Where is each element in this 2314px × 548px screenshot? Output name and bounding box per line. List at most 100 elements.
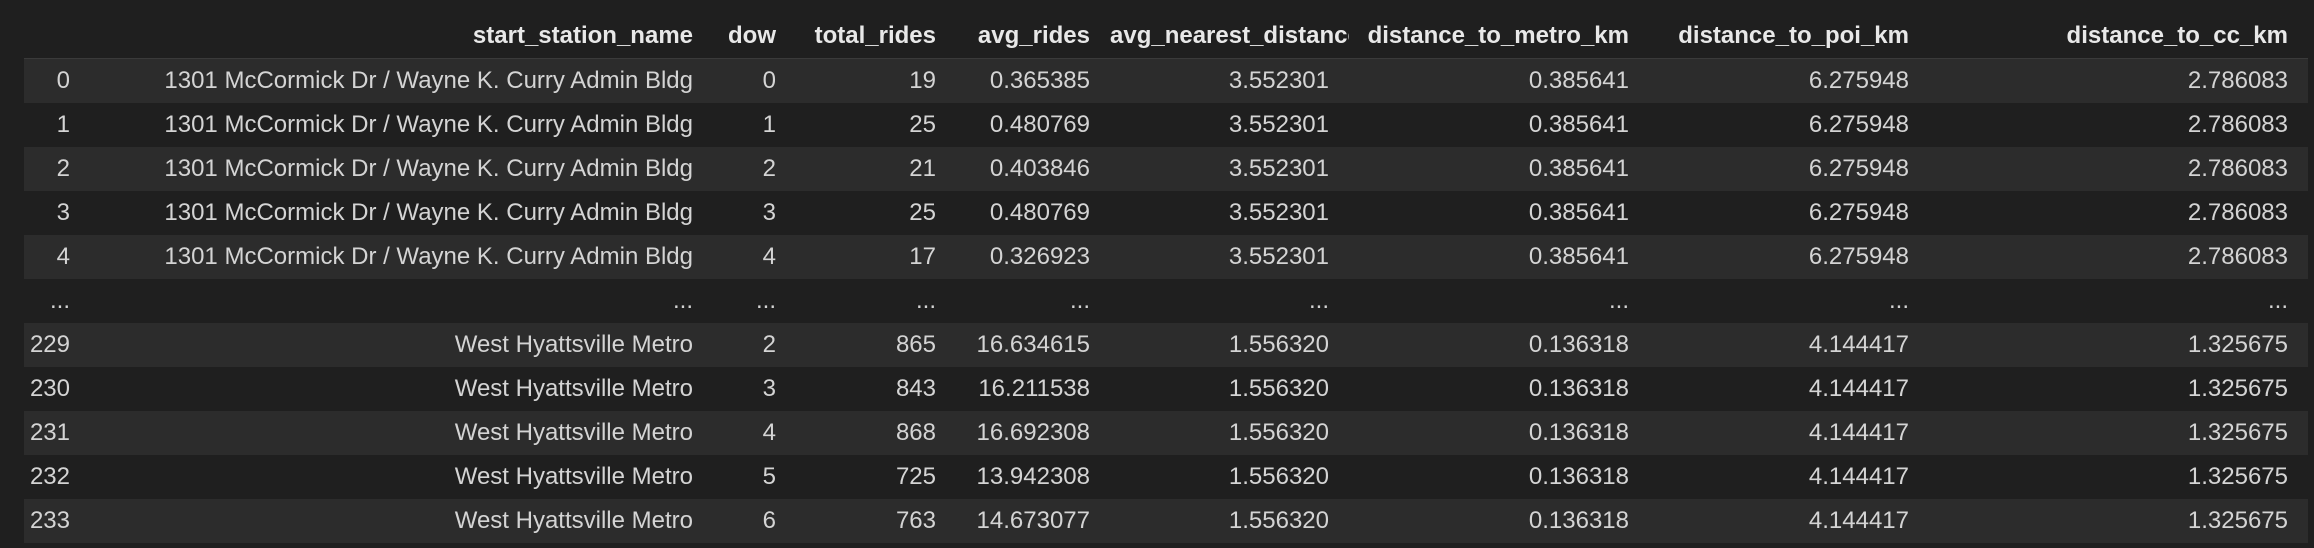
cell-start-station-name: 1301 McCormick Dr / Wayne K. Curry Admin… bbox=[164, 155, 693, 182]
cell-distance-to-poi-km: 6.275948 bbox=[1808, 243, 1909, 270]
table-row: 229 West Hyattsville Metro 2 865 16.6346… bbox=[24, 323, 2308, 367]
row-index: 4 bbox=[56, 243, 70, 270]
ellipsis-row: ... ... ... ... ... ... ... ... ... bbox=[24, 279, 2308, 323]
cell-dow: 6 bbox=[762, 507, 776, 534]
cell-total-rides: 19 bbox=[909, 67, 936, 94]
row-index: 3 bbox=[56, 199, 70, 226]
cell-distance-to-cc-km: 1.325675 bbox=[2187, 419, 2288, 446]
cell-avg-nearest-distance-km: 1.556320 bbox=[1228, 331, 1329, 358]
column-header-dow: dow bbox=[713, 13, 796, 59]
cell-avg-nearest-distance-km: 3.552301 bbox=[1228, 67, 1329, 94]
cell-distance-to-metro-km: 0.136318 bbox=[1528, 419, 1629, 446]
cell-distance-to-metro-km: 0.136318 bbox=[1528, 507, 1629, 534]
row-index: 1 bbox=[56, 111, 70, 138]
cell-distance-to-poi-km: 6.275948 bbox=[1808, 155, 1909, 182]
column-header-avg-nearest-distance-km: avg_nearest_distance_km bbox=[1110, 13, 1349, 59]
table-row: 230 West Hyattsville Metro 3 843 16.2115… bbox=[24, 367, 2308, 411]
cell-distance-to-cc-km: 2.786083 bbox=[2187, 199, 2288, 226]
cell-avg-rides: 13.942308 bbox=[976, 463, 1090, 490]
cell-dow: 2 bbox=[762, 155, 776, 182]
cell-distance-to-cc-km: 2.786083 bbox=[2187, 155, 2288, 182]
cell-total-rides: 17 bbox=[909, 243, 936, 270]
column-header-distance-to-metro-km: distance_to_metro_km bbox=[1349, 13, 1649, 59]
cell-dow: 3 bbox=[762, 199, 776, 226]
cell-distance-to-cc-km: 1.325675 bbox=[2187, 331, 2288, 358]
cell-distance-to-metro-km: 0.385641 bbox=[1528, 67, 1629, 94]
row-index: 233 bbox=[29, 507, 70, 534]
cell-avg-nearest-distance-km: 3.552301 bbox=[1228, 243, 1329, 270]
cell-distance-to-poi-km: 4.144417 bbox=[1808, 375, 1909, 402]
column-header-avg-rides: avg_rides bbox=[956, 13, 1110, 59]
cell-distance-to-cc-km: 2.786083 bbox=[2187, 111, 2288, 138]
column-header-distance-to-cc-km: distance_to_cc_km bbox=[1929, 13, 2308, 59]
cell-total-rides: 868 bbox=[895, 419, 936, 446]
cell-avg-nearest-distance-km: 3.552301 bbox=[1228, 199, 1329, 226]
cell-distance-to-poi-km: 6.275948 bbox=[1808, 67, 1909, 94]
cell-distance-to-metro-km: 0.136318 bbox=[1528, 331, 1629, 358]
table-row: 3 1301 McCormick Dr / Wayne K. Curry Adm… bbox=[24, 191, 2308, 235]
cell-avg-rides: 16.211538 bbox=[978, 375, 1090, 402]
cell-distance-to-metro-km: 0.385641 bbox=[1528, 155, 1629, 182]
cell-avg-nearest-distance-km: 3.552301 bbox=[1228, 155, 1329, 182]
dataframe-table: start_station_name dow total_rides avg_r… bbox=[24, 13, 2308, 543]
column-header-start-station-name: start_station_name bbox=[90, 13, 713, 59]
cell-distance-to-poi-km: 6.275948 bbox=[1808, 111, 1909, 138]
cell-avg-nearest-distance-km: 1.556320 bbox=[1228, 419, 1329, 446]
row-index: 230 bbox=[29, 375, 70, 402]
cell-dow: 4 bbox=[762, 243, 776, 270]
cell-avg-rides: 0.403846 bbox=[989, 155, 1090, 182]
cell-total-rides: 25 bbox=[909, 111, 936, 138]
cell-start-station-name: West Hyattsville Metro bbox=[454, 463, 693, 490]
row-index: 0 bbox=[56, 67, 70, 94]
row-index: ... bbox=[49, 287, 70, 314]
cell-avg-rides: 16.634615 bbox=[976, 331, 1090, 358]
cell-distance-to-cc-km: 1.325675 bbox=[2187, 507, 2288, 534]
cell-total-rides: 725 bbox=[895, 463, 936, 490]
table-row: 1 1301 McCormick Dr / Wayne K. Curry Adm… bbox=[24, 103, 2308, 147]
cell-distance-to-metro-km: 0.385641 bbox=[1528, 111, 1629, 138]
cell-avg-nearest-distance-km: 1.556320 bbox=[1228, 507, 1329, 534]
cell-distance-to-poi-km: 4.144417 bbox=[1808, 463, 1909, 490]
row-index: 2 bbox=[56, 155, 70, 182]
cell-distance-to-poi-km: 4.144417 bbox=[1808, 331, 1909, 358]
cell-start-station-name: West Hyattsville Metro bbox=[454, 331, 693, 358]
cell-distance-to-metro-km: 0.136318 bbox=[1528, 375, 1629, 402]
cell-total-rides: 763 bbox=[895, 507, 936, 534]
table-row: 0 1301 McCormick Dr / Wayne K. Curry Adm… bbox=[24, 58, 2308, 103]
cell-distance-to-cc-km: 2.786083 bbox=[2187, 243, 2288, 270]
table-row: 232 West Hyattsville Metro 5 725 13.9423… bbox=[24, 455, 2308, 499]
cell-total-rides: 843 bbox=[895, 375, 936, 402]
column-header-distance-to-poi-km: distance_to_poi_km bbox=[1649, 13, 1929, 59]
cell-ellipsis: ... bbox=[755, 287, 776, 314]
cell-dow: 1 bbox=[762, 111, 776, 138]
cell-start-station-name: 1301 McCormick Dr / Wayne K. Curry Admin… bbox=[164, 111, 693, 138]
cell-avg-nearest-distance-km: 1.556320 bbox=[1228, 375, 1329, 402]
cell-avg-rides: 0.326923 bbox=[989, 243, 1090, 270]
cell-distance-to-poi-km: 6.275948 bbox=[1808, 199, 1909, 226]
cell-total-rides: 865 bbox=[895, 331, 936, 358]
cell-dow: 3 bbox=[762, 375, 776, 402]
row-index: 231 bbox=[29, 419, 70, 446]
table-row: 2 1301 McCormick Dr / Wayne K. Curry Adm… bbox=[24, 147, 2308, 191]
cell-ellipsis: ... bbox=[1069, 287, 1090, 314]
row-index: 229 bbox=[29, 331, 70, 358]
cell-distance-to-cc-km: 1.325675 bbox=[2187, 463, 2288, 490]
cell-ellipsis: ... bbox=[1308, 287, 1329, 314]
table-row: 233 West Hyattsville Metro 6 763 14.6730… bbox=[24, 499, 2308, 543]
cell-distance-to-metro-km: 0.385641 bbox=[1528, 243, 1629, 270]
index-header bbox=[24, 13, 90, 59]
cell-distance-to-metro-km: 0.136318 bbox=[1528, 463, 1629, 490]
cell-avg-nearest-distance-km: 1.556320 bbox=[1228, 463, 1329, 490]
cell-avg-rides: 16.692308 bbox=[976, 419, 1090, 446]
header-row: start_station_name dow total_rides avg_r… bbox=[24, 13, 2308, 59]
cell-start-station-name: West Hyattsville Metro bbox=[454, 419, 693, 446]
cell-start-station-name: 1301 McCormick Dr / Wayne K. Curry Admin… bbox=[164, 199, 693, 226]
cell-distance-to-poi-km: 4.144417 bbox=[1808, 507, 1909, 534]
cell-distance-to-cc-km: 1.325675 bbox=[2187, 375, 2288, 402]
table-row: 4 1301 McCormick Dr / Wayne K. Curry Adm… bbox=[24, 235, 2308, 279]
cell-start-station-name: 1301 McCormick Dr / Wayne K. Curry Admin… bbox=[164, 67, 693, 94]
cell-total-rides: 25 bbox=[909, 199, 936, 226]
cell-avg-nearest-distance-km: 3.552301 bbox=[1228, 111, 1329, 138]
cell-dow: 2 bbox=[762, 331, 776, 358]
row-index: 232 bbox=[29, 463, 70, 490]
